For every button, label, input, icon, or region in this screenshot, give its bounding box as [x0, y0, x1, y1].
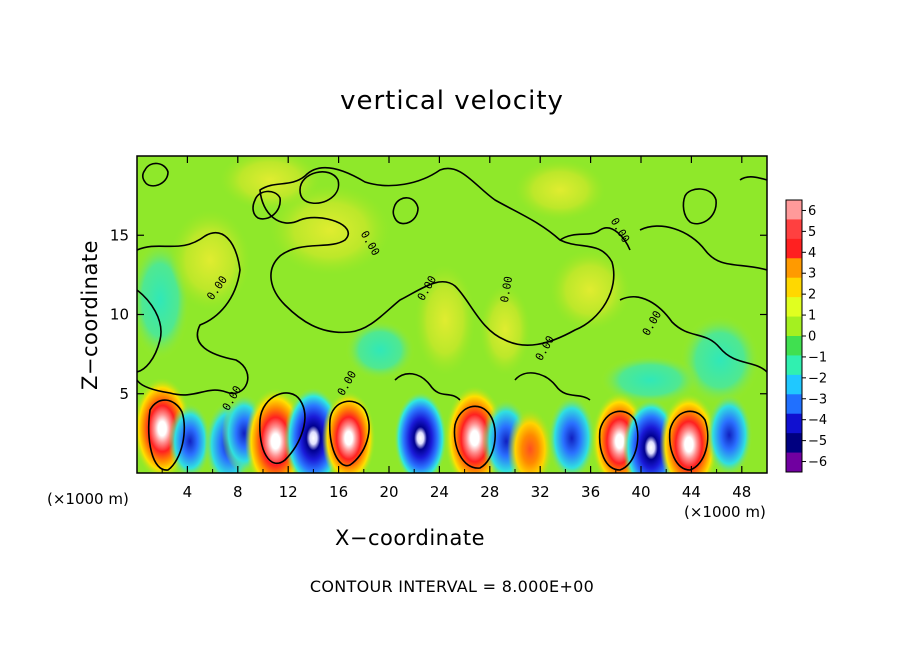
- velocity-cell: [659, 393, 719, 473]
- colorbar-swatch: [786, 316, 802, 337]
- y-axis-label: Z−coordinate: [78, 240, 102, 390]
- colorbar-label: 0: [808, 330, 816, 345]
- y-tick-label: 5: [119, 385, 129, 403]
- chart-title: vertical velocity: [340, 86, 564, 116]
- x-tick-label: 24: [430, 483, 449, 501]
- contour-line: [252, 190, 281, 220]
- colorbar-label: −5: [808, 434, 827, 449]
- y-axis: 5 10 15: [110, 226, 767, 403]
- colorbar-label: 3: [808, 267, 816, 282]
- colorbar-swatch: [786, 374, 802, 395]
- contour-line: [619, 295, 767, 373]
- x-unit-label-right: (×1000 m): [684, 503, 766, 521]
- x-tick-label: 28: [480, 483, 499, 501]
- velocity-cells: [137, 377, 753, 473]
- x-axis: 4 8 12 16 20 24 28 32 36 40 44 48: [161, 156, 751, 501]
- field-patch: [480, 285, 530, 375]
- colorbar-swatch: [786, 200, 802, 220]
- velocity-cell: [507, 408, 553, 473]
- x-tick-label: 8: [233, 483, 243, 501]
- field-patch: [680, 315, 760, 405]
- colorbar-swatch: [786, 219, 802, 240]
- y-tick-label: 10: [110, 306, 129, 324]
- velocity-cell: [547, 395, 596, 473]
- contour-label: 0.00: [498, 275, 515, 303]
- contour-line: [559, 227, 631, 251]
- x-axis-label: X−coordinate: [335, 526, 485, 550]
- contour-line: [394, 372, 461, 401]
- colorbar-label: −3: [808, 392, 827, 407]
- contour-line: [141, 162, 169, 187]
- colorbar-swatch: [786, 277, 802, 298]
- field-texture: [137, 156, 760, 405]
- contour-line: [682, 188, 717, 225]
- contour-line: [299, 171, 340, 205]
- contour-line: [148, 399, 186, 471]
- x-tick-label: 12: [279, 483, 298, 501]
- colorbar-label: 6: [808, 204, 816, 219]
- colorbar-label: 2: [808, 288, 816, 303]
- contour-interval-note: CONTOUR INTERVAL = 8.000E+00: [309, 577, 595, 596]
- colorbar-swatch: [786, 413, 802, 434]
- colorbar-swatch: [786, 452, 802, 473]
- contour-line: [137, 232, 249, 396]
- colorbar-swatch: [786, 336, 802, 356]
- contour-line: [639, 225, 767, 271]
- colorbar-swatch: [786, 238, 802, 259]
- velocity-cell: [705, 393, 753, 473]
- x-tick-label: 48: [732, 483, 751, 501]
- field-patch: [515, 160, 605, 220]
- x-tick-label: 4: [183, 483, 193, 501]
- x-tick-label: 32: [531, 483, 550, 501]
- y-tick-label: 15: [110, 226, 129, 244]
- contour-line: [259, 166, 615, 346]
- colorbar-label: −1: [808, 350, 827, 365]
- field-patch: [270, 185, 390, 275]
- colorbar-label: −6: [808, 455, 827, 470]
- colorbar-swatch: [786, 394, 802, 415]
- contour-line: [668, 410, 709, 471]
- colorbar-label: −2: [808, 371, 827, 386]
- colorbar-label: −4: [808, 413, 827, 428]
- contour-lines: [137, 162, 767, 471]
- colorbar-label: 4: [808, 246, 816, 261]
- contour-line: [598, 410, 639, 471]
- colorbar-label: 1: [808, 309, 816, 324]
- field-patch: [345, 320, 415, 380]
- x-tick-label: 16: [329, 483, 348, 501]
- contour-line: [739, 176, 767, 181]
- colorbar-swatch: [786, 258, 802, 279]
- x-unit-label-left: (×1000 m): [47, 490, 129, 508]
- field-patch: [550, 250, 630, 330]
- x-tick-label: 36: [581, 483, 600, 501]
- x-tick-label: 40: [631, 483, 650, 501]
- contour-line: [137, 289, 162, 373]
- contour-line: [259, 392, 306, 465]
- colorbar-swatch: [786, 355, 802, 376]
- x-tick-label: 44: [682, 483, 701, 501]
- contour-line: [453, 405, 496, 469]
- colorbar-swatch: [786, 433, 802, 454]
- field-patch: [600, 355, 700, 405]
- colorbar-label: 5: [808, 225, 816, 240]
- colorbar: 6 5 4 3 2 1 0 −1 −2 −3 −4 −5 −6: [785, 199, 827, 473]
- field-patch: [220, 156, 320, 210]
- colorbar-swatch: [786, 297, 802, 318]
- contour-line: [392, 197, 419, 225]
- field-patch: [170, 210, 250, 310]
- contour-line: [328, 400, 370, 467]
- x-tick-label: 20: [379, 483, 398, 501]
- velocity-cell: [393, 391, 448, 473]
- contour-line: [514, 372, 591, 401]
